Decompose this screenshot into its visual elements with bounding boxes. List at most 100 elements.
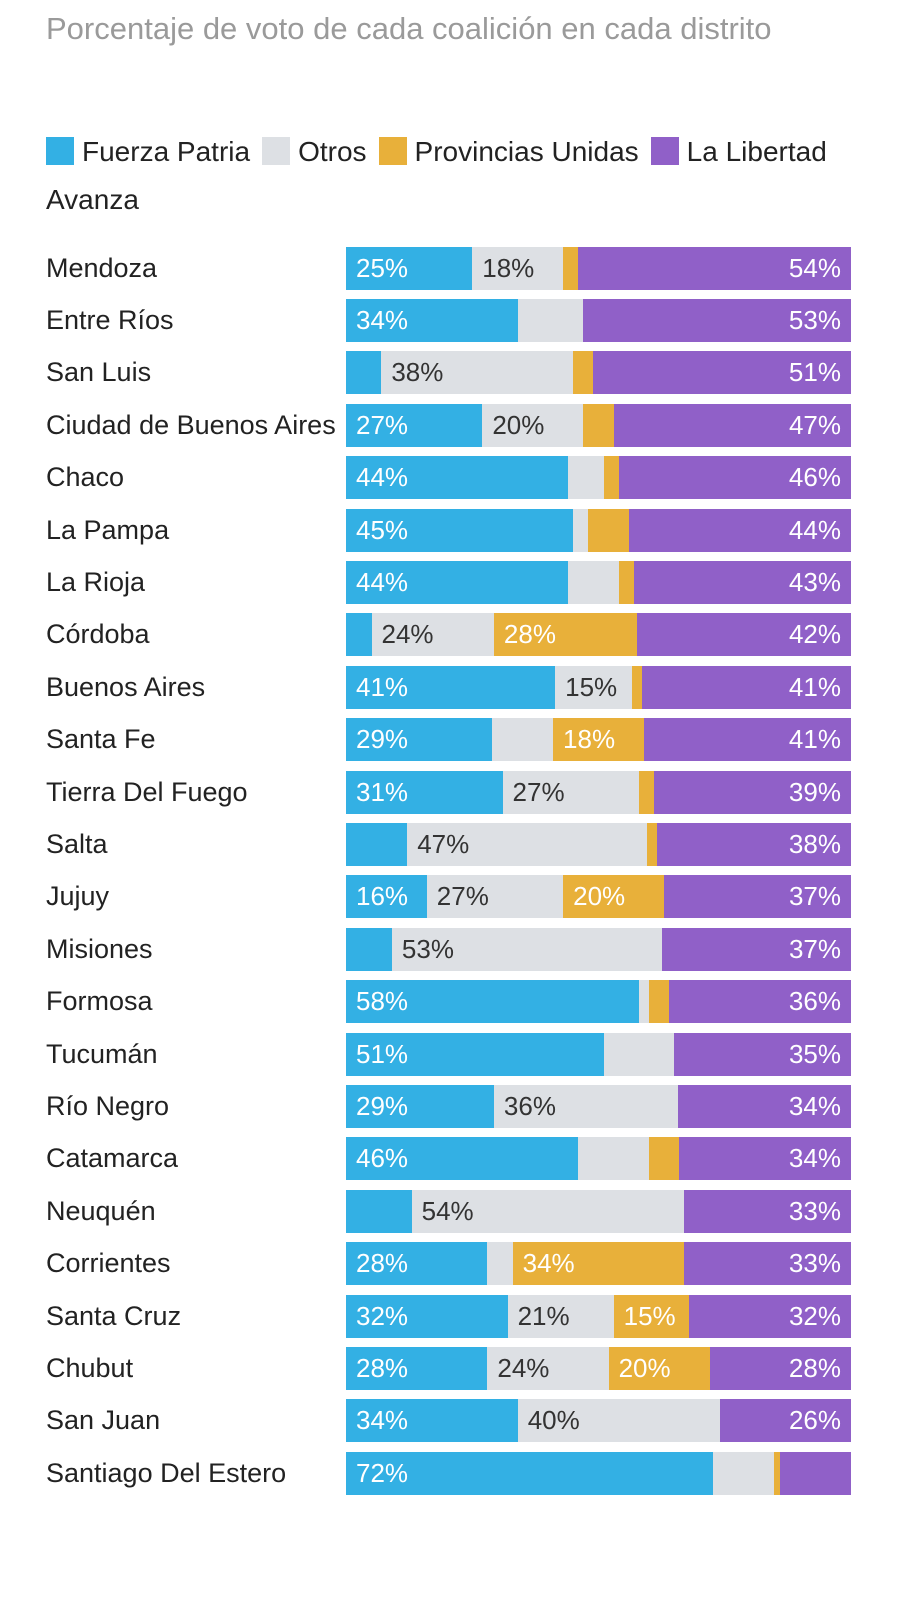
bar-segment (573, 351, 594, 395)
bar-segment (573, 508, 589, 552)
bar-row: Tierra Del Fuego 31% 27% 39% (46, 766, 852, 818)
bar-segment (346, 351, 382, 395)
bar-segment: 44% (346, 561, 569, 605)
data-label: 36% (503, 1090, 556, 1121)
bar-segment (648, 980, 670, 1024)
data-label: 37% (788, 881, 841, 912)
bar-row: Corrientes 28% 34% 33% (46, 1237, 852, 1289)
stacked-bar: 47% 38% (346, 822, 851, 866)
bar-segment: 24% (487, 1346, 609, 1390)
bar-segment: 33% (684, 1242, 851, 1286)
category-label: Santiago Del Estero (46, 1457, 287, 1488)
bar-segment (618, 561, 634, 605)
legend: Fuerza Patria Otros Provincias Unidas La Li… (46, 128, 876, 224)
category-label: Chaco (46, 462, 125, 493)
data-label: 32% (356, 1300, 409, 1331)
stacked-bar: 46% 34% (346, 1137, 851, 1181)
data-label: 41% (788, 724, 841, 755)
bar-segment (631, 665, 642, 709)
legend-label: Fuerza Patria (82, 136, 251, 167)
bar-segment: 37% (664, 875, 851, 919)
bar-segment: 40% (517, 1399, 720, 1443)
data-label: 47% (788, 409, 841, 440)
data-label: 36% (788, 986, 841, 1017)
category-label: Mendoza (46, 252, 158, 283)
bar-segment: 32% (689, 1294, 851, 1338)
stacked-bar: 34% 40% 26% (346, 1399, 851, 1443)
data-label: 20% (573, 881, 626, 912)
stacked-bar: 53% 37% (346, 927, 851, 971)
bar-segment (517, 299, 584, 343)
category-label: San Juan (46, 1405, 161, 1436)
bar-row: Santiago Del Estero 72% (46, 1447, 852, 1499)
bar-segment: 38% (657, 822, 851, 866)
bar-row: Misiones 53% 37% (46, 923, 852, 975)
bar-segment: 42% (636, 613, 851, 657)
data-label: 21% (517, 1300, 570, 1331)
bar-segment: 46% (618, 456, 851, 500)
bar-segment (563, 246, 579, 290)
bar-row: Tucumán 51% 35% (46, 1028, 852, 1080)
legend-label: Otros (298, 136, 367, 167)
data-label: 54% (421, 1195, 474, 1226)
bar-row: Formosa 58% 36% (46, 975, 852, 1027)
data-label: 28% (356, 1248, 409, 1279)
legend-item: Provincias Unidas (378, 136, 639, 167)
stacked-bar: 28% 34% 33% (346, 1242, 851, 1286)
bar-segment: 29% (346, 1084, 494, 1128)
stacked-bar: 16% 27% 20% 37% (346, 875, 851, 919)
stacked-bar: 34% 53% (346, 299, 851, 343)
stacked-bar: 28% 24% 20% 28% (346, 1346, 851, 1390)
chart-title: Porcentaje de voto de cada coalición en … (46, 11, 772, 46)
bar-row: Chaco 44% 46% (46, 452, 852, 504)
bar-segment: 32% (346, 1294, 508, 1338)
data-label: 72% (356, 1457, 409, 1488)
bar-segment: 29% (346, 718, 493, 762)
bar-segment (492, 718, 554, 762)
data-label: 15% (623, 1300, 676, 1331)
bar-segment: 26% (719, 1399, 851, 1443)
category-label: Misiones (46, 933, 153, 964)
bar-row: Santa Cruz 32% 21% 15% 32% (46, 1290, 852, 1342)
bar-segment: 24% (371, 613, 494, 657)
bar-segment (648, 1137, 680, 1181)
bar-segment (638, 770, 655, 814)
bar-segment (779, 1451, 851, 1495)
data-label: 41% (356, 671, 409, 702)
data-label: 34% (788, 1143, 841, 1174)
data-label: 29% (356, 1090, 409, 1121)
data-label: 46% (356, 1143, 409, 1174)
bar-segment: 34% (512, 1242, 685, 1286)
legend-swatch (262, 137, 291, 165)
data-label: 32% (788, 1300, 841, 1331)
legend-label: Provincias Unidas (414, 136, 639, 167)
bar-segment (646, 822, 658, 866)
stacked-bar: 32% 21% 15% 32% (346, 1294, 851, 1338)
data-label: 44% (356, 462, 409, 493)
data-label: 18% (563, 724, 616, 755)
bar-segment: 31% (346, 770, 503, 814)
stacked-bar: 44% 46% (346, 456, 851, 500)
data-label: 41% (788, 671, 841, 702)
data-label: 53% (788, 305, 841, 336)
bar-segment: 53% (583, 299, 851, 343)
bar-segment (774, 1451, 780, 1495)
bar-segment: 20% (608, 1346, 710, 1390)
bar-segment: 15% (555, 665, 632, 709)
bar-segment (487, 1242, 513, 1286)
legend-item: La Libertad Avanza (46, 136, 827, 215)
legend-item: Fuerza Patria (46, 136, 250, 167)
data-label: 51% (788, 357, 841, 388)
bar-segment: 28% (346, 1346, 488, 1390)
category-label: Salta (46, 828, 108, 859)
bar-segment: 28% (493, 613, 637, 657)
data-label: 18% (482, 252, 535, 283)
bar-segment: 36% (493, 1084, 678, 1128)
bar-segment (568, 456, 604, 500)
data-label: 27% (512, 776, 565, 807)
category-label: Buenos Aires (46, 671, 206, 702)
category-label: Ciudad de Buenos Aires (46, 409, 336, 440)
category-label: Jujuy (46, 881, 110, 912)
bar-segment: 72% (346, 1451, 714, 1495)
bar-segment: 51% (346, 1032, 604, 1076)
